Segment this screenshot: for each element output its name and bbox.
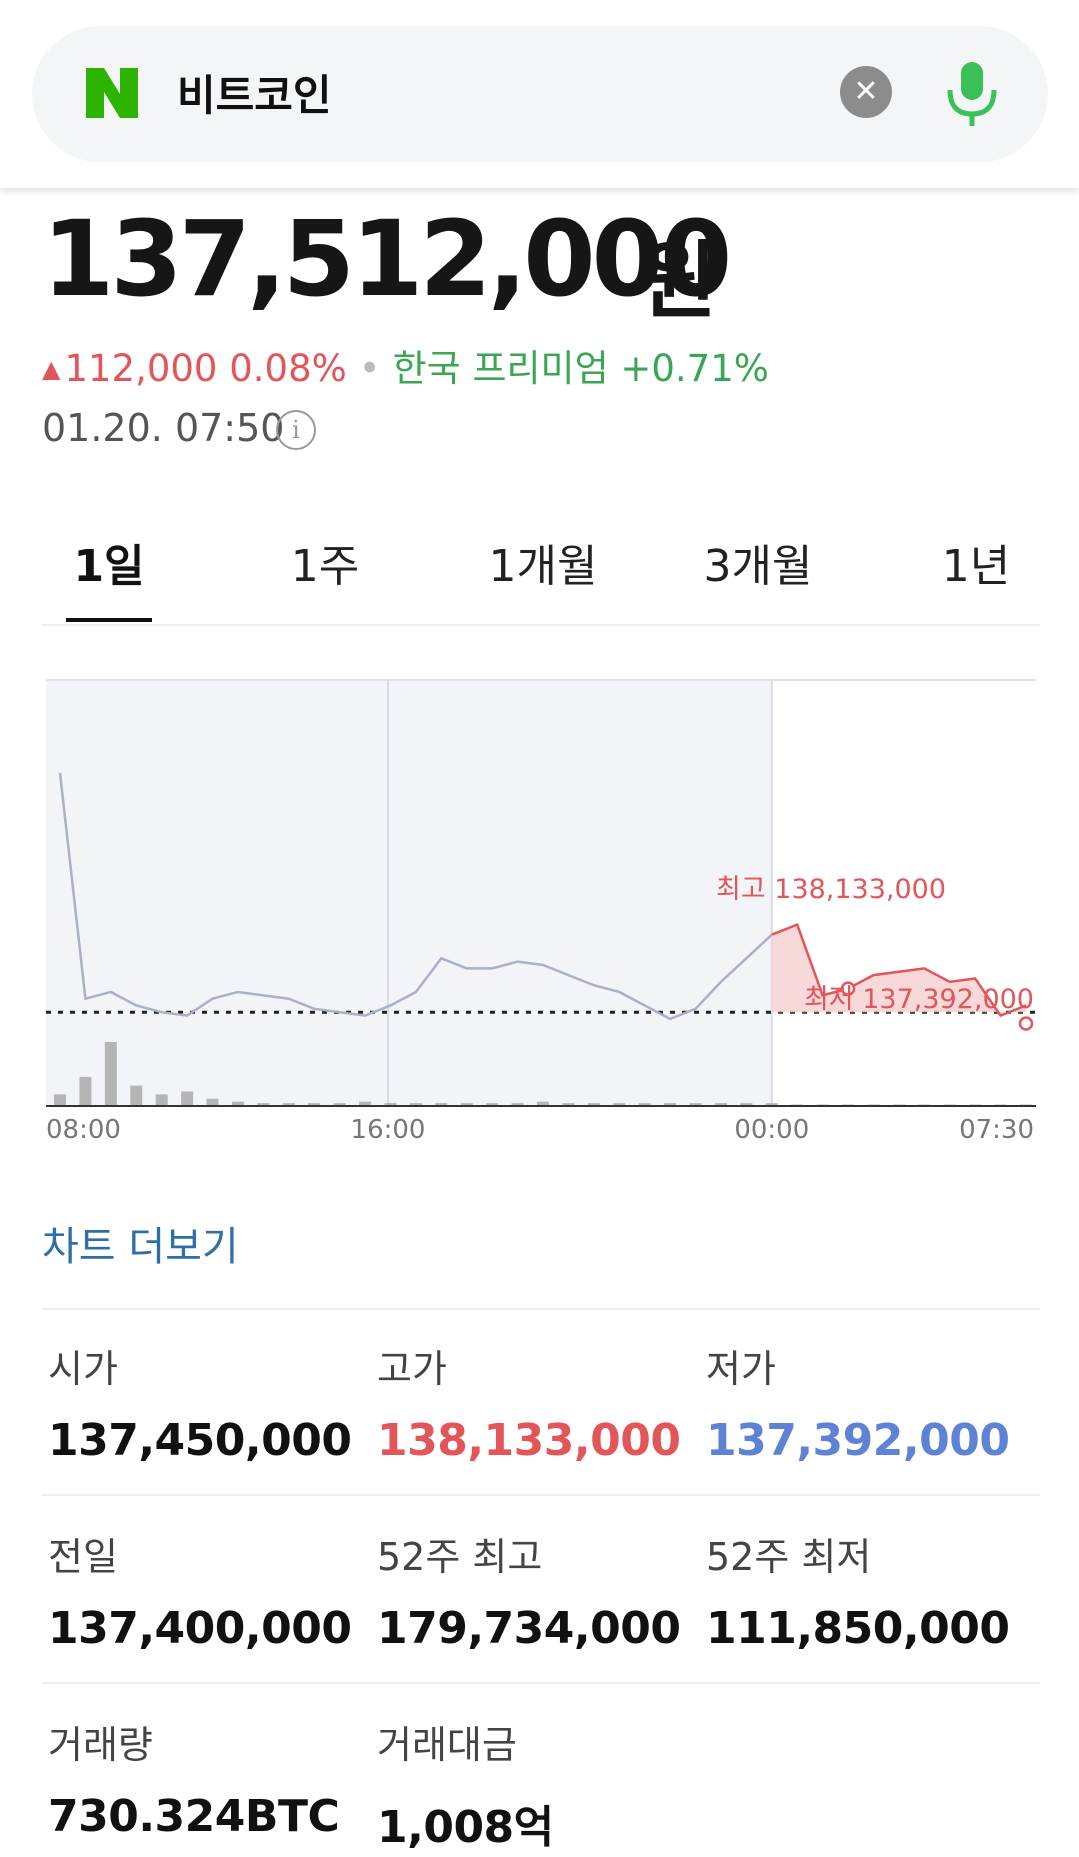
low-marker: [1018, 1016, 1034, 1031]
volume-bar: [206, 1098, 219, 1106]
active-tab-indicator: [66, 618, 152, 622]
price-unit: 원: [640, 232, 718, 330]
tab-1d[interactable]: 1일: [73, 541, 145, 592]
stat-value: 179,734,000: [377, 1603, 681, 1654]
stat-value: 730.324BTC: [48, 1791, 340, 1842]
past-period-shade: [46, 680, 772, 1106]
separator-dot: •: [358, 347, 381, 390]
stat-label: 거래량: [48, 1723, 153, 1767]
volume-bar: [537, 1101, 549, 1106]
clear-icon[interactable]: ✕: [840, 66, 892, 118]
divider: [42, 1682, 1040, 1684]
volume-bar: [231, 1101, 244, 1106]
volume-bar: [638, 1103, 651, 1106]
stat-label: 시가: [48, 1347, 118, 1391]
search-query[interactable]: 비트코인: [177, 71, 332, 120]
volume-bar: [54, 1094, 66, 1106]
stat-value: 138,133,000: [377, 1415, 681, 1466]
volume-bar: [79, 1076, 92, 1106]
tab-3m[interactable]: 3개월: [703, 541, 813, 592]
volume-bar: [130, 1085, 143, 1106]
volume-bar: [384, 1103, 397, 1106]
stat-52w-low: 52주 최저 111,850,000: [706, 1526, 1036, 1654]
stat-52w-high: 52주 최고 179,734,000: [377, 1526, 707, 1654]
volume-bar: [282, 1103, 295, 1106]
price-chart[interactable]: 최고 138,133,000 최저 137,392,000 08:00 16:00 00…: [46, 676, 1036, 1146]
volume-bar: [257, 1103, 270, 1106]
x-tick-label: 07:30: [959, 1115, 1034, 1145]
divider: [42, 1494, 1040, 1496]
price-change: 112,000 0.08%: [64, 347, 347, 390]
stat-label: 전일: [48, 1535, 118, 1579]
x-tick-label: 08:00: [46, 1115, 121, 1145]
stat-volume: 거래량 730.324BTC: [48, 1714, 378, 1842]
stat-value: 137,400,000: [48, 1603, 352, 1654]
stat-value: 111,850,000: [706, 1603, 1010, 1654]
stat-value: 137,450,000: [48, 1415, 352, 1466]
price-line-past: [58, 772, 773, 1021]
high-label: 최고 138,133,000: [716, 874, 946, 905]
x-tick-label: 00:00: [734, 1115, 809, 1145]
period-tabs: 1일 1주 1개월 3개월 1년: [42, 530, 1040, 626]
stat-open: 시가 137,450,000: [48, 1338, 378, 1466]
volume-bar: [333, 1103, 346, 1106]
change-row: ▲ 112,000 0.08% • 한국 프리미엄 +0.71%: [42, 338, 769, 392]
stat-label: 거래대금: [377, 1723, 517, 1767]
naver-logo-icon[interactable]: [82, 64, 142, 122]
search-header: 비트코인 ✕: [0, 0, 1079, 188]
low-label: 최저 137,392,000: [804, 984, 1034, 1015]
volume-bar: [765, 1103, 778, 1106]
volume-bar: [104, 1042, 117, 1106]
chart-svg: 최고 138,133,000 최저 137,392,000 08:00 16:00 00…: [46, 679, 1036, 1145]
volume-bar: [359, 1101, 372, 1106]
volume-bar: [181, 1091, 194, 1106]
current-price: 137,512,000: [42, 198, 732, 320]
stat-high: 고가 138,133,000: [377, 1338, 707, 1466]
volume-bar: [308, 1103, 321, 1106]
volume-bar: [714, 1103, 727, 1106]
volume-bar: [486, 1103, 499, 1106]
high-marker: [840, 981, 856, 996]
price-line-recent: [771, 922, 1027, 1018]
mic-icon[interactable]: [942, 58, 1002, 130]
volume-bar: [435, 1103, 448, 1106]
stat-label: 52주 최저: [706, 1535, 872, 1579]
stat-label: 저가: [706, 1347, 776, 1391]
timestamp: 01.20. 07:50: [42, 406, 285, 450]
volume-bar: [613, 1103, 626, 1106]
volume-bar: [460, 1103, 473, 1106]
volume-bar: [689, 1103, 702, 1106]
divider: [42, 1308, 1040, 1310]
stat-value: 137,392,000: [706, 1415, 1010, 1466]
volume-bar: [740, 1103, 753, 1106]
tab-1w[interactable]: 1주: [290, 541, 360, 592]
volume-bar: [587, 1103, 600, 1106]
stat-label: 52주 최고: [377, 1535, 543, 1579]
volume-bar: [562, 1103, 575, 1106]
more-chart-link[interactable]: 차트 더보기: [42, 1224, 239, 1270]
stat-low: 저가 137,392,000: [706, 1338, 1036, 1466]
tab-1m[interactable]: 1개월: [488, 541, 598, 592]
volume-bar: [511, 1103, 524, 1106]
volume-bar: [155, 1094, 168, 1106]
stat-value: 1,008억: [377, 1802, 554, 1853]
stat-label: 고가: [377, 1347, 447, 1391]
tab-1y[interactable]: 1년: [941, 541, 1011, 592]
volume-bar: [409, 1103, 422, 1106]
info-icon[interactable]: i: [276, 410, 316, 450]
x-tick-label: 16:00: [351, 1115, 426, 1145]
volume-bar: [664, 1103, 677, 1106]
stat-prev-close: 전일 137,400,000: [48, 1526, 378, 1654]
korea-premium: 한국 프리미엄 +0.71%: [392, 347, 769, 390]
stat-trade-value: 거래대금 1,008억: [377, 1714, 707, 1855]
search-bar[interactable]: 비트코인 ✕: [32, 26, 1048, 162]
up-arrow-icon: ▲: [42, 355, 61, 383]
